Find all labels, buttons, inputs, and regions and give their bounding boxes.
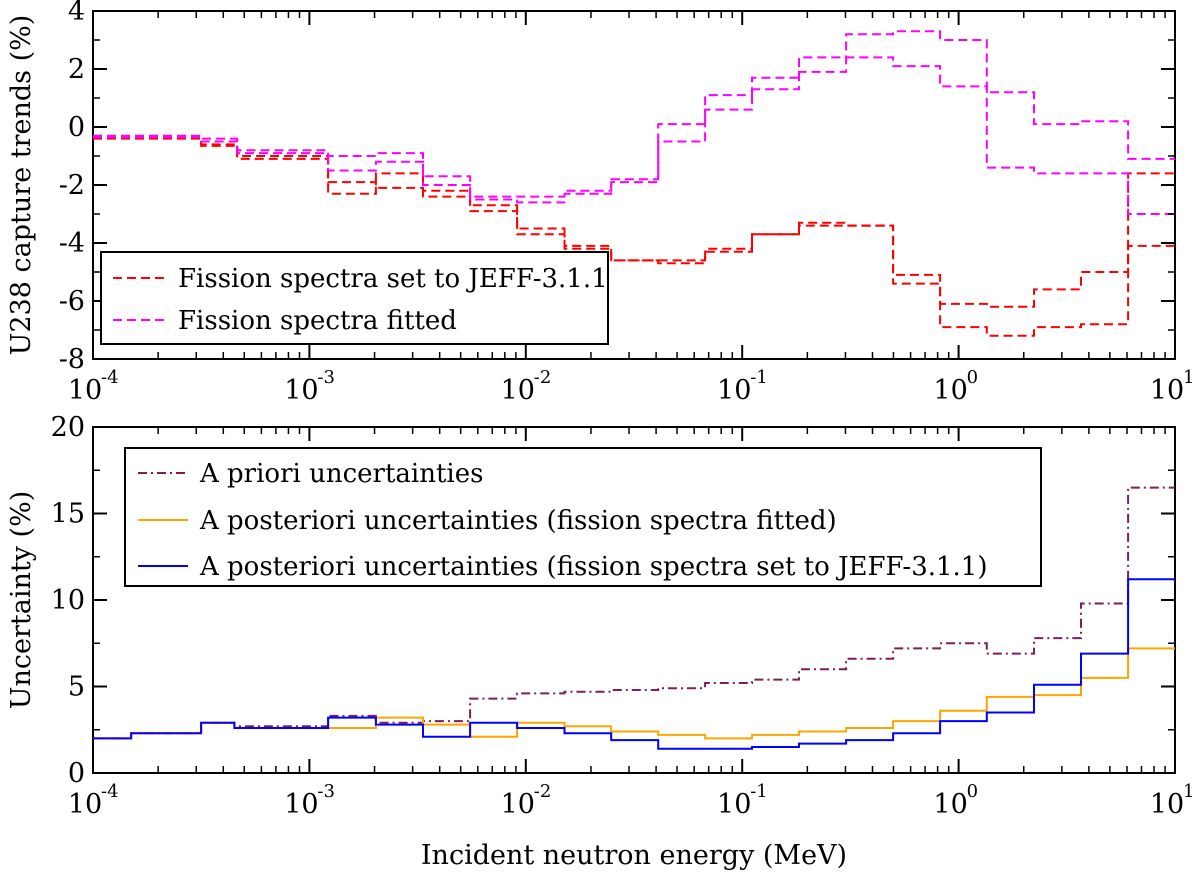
top-y-tick-label: 0	[68, 112, 85, 143]
bottom-series-3-line	[93, 578, 1175, 750]
top-y-tick-label: 4	[68, 0, 85, 27]
top-x-tick-label: 10	[68, 375, 102, 406]
top-x-tick-exponent: -4	[101, 367, 119, 388]
bottom-x-axis-title: Incident neutron energy (MeV)	[421, 840, 847, 871]
bottom-legend-label-fitted: A posteriori uncertainties (fission spec…	[199, 506, 837, 536]
top-x-tick-label: 10	[717, 375, 751, 406]
top-legend-box	[100, 251, 609, 345]
top-x-tick-label: 10	[501, 375, 535, 406]
top-y-tick-label: -2	[59, 170, 85, 201]
bottom-y-tick-label: 15	[51, 499, 85, 530]
top-y-tick-label: -8	[59, 344, 85, 375]
bottom-x-tick-label: 10	[284, 789, 318, 820]
bottom-series-2-line	[93, 647, 1175, 740]
top-legend-label-fitted: Fission spectra fitted	[178, 306, 457, 336]
top-x-tick-exponent: -2	[534, 367, 552, 388]
top-series-3-line	[93, 30, 1175, 198]
bottom-x-tick-label: 10	[1150, 789, 1184, 820]
bottom-x-tick-label: 10	[68, 789, 102, 820]
bottom-legend-label-apriori: A priori uncertainties	[199, 459, 483, 489]
bottom-legend-label-jeff: A posteriori uncertainties (fission spec…	[199, 552, 988, 582]
bottom-legend-box	[124, 447, 1042, 587]
bottom-y-tick-label: 10	[51, 585, 85, 616]
top-y-tick-label: -4	[59, 228, 85, 259]
bottom-x-tick-exponent: 0	[967, 781, 978, 802]
bottom-y-tick-label: 5	[68, 672, 85, 703]
bottom-x-tick-exponent: -1	[750, 781, 768, 802]
bottom-x-tick-label: 10	[717, 789, 751, 820]
bottom-x-tick-label: 10	[933, 789, 967, 820]
top-x-tick-label: 10	[1150, 375, 1184, 406]
top-x-tick-exponent: 1	[1183, 367, 1194, 388]
bottom-y-axis-title: Uncertainty (%)	[6, 491, 37, 710]
bottom-x-tick-exponent: -2	[534, 781, 552, 802]
bottom-x-tick-exponent: 1	[1183, 781, 1194, 802]
top-x-tick-label: 10	[933, 375, 967, 406]
top-series-4-line	[93, 56, 1175, 215]
top-x-tick-label: 10	[284, 375, 318, 406]
top-x-tick-exponent: -1	[750, 367, 768, 388]
top-legend-label-jeff: Fission spectra set to JEFF-3.1.1	[178, 264, 608, 294]
bottom-x-tick-exponent: -4	[101, 781, 119, 802]
top-y-axis-title: U238 capture trends (%)	[6, 15, 37, 356]
bottom-y-tick-label: 20	[51, 412, 85, 443]
top-series-2-line	[93, 137, 1175, 337]
top-series-group	[93, 30, 1175, 337]
bottom-y-tick-label: 0	[68, 758, 85, 789]
top-x-tick-exponent: -3	[317, 367, 335, 388]
top-series-1-line	[93, 136, 1175, 308]
top-y-tick-label: -6	[59, 286, 85, 317]
top-x-tick-exponent: 0	[967, 367, 978, 388]
top-y-tick-label: 2	[68, 54, 85, 85]
bottom-series-group	[93, 486, 1175, 750]
bottom-x-tick-exponent: -3	[317, 781, 335, 802]
bottom-x-tick-label: 10	[501, 789, 535, 820]
